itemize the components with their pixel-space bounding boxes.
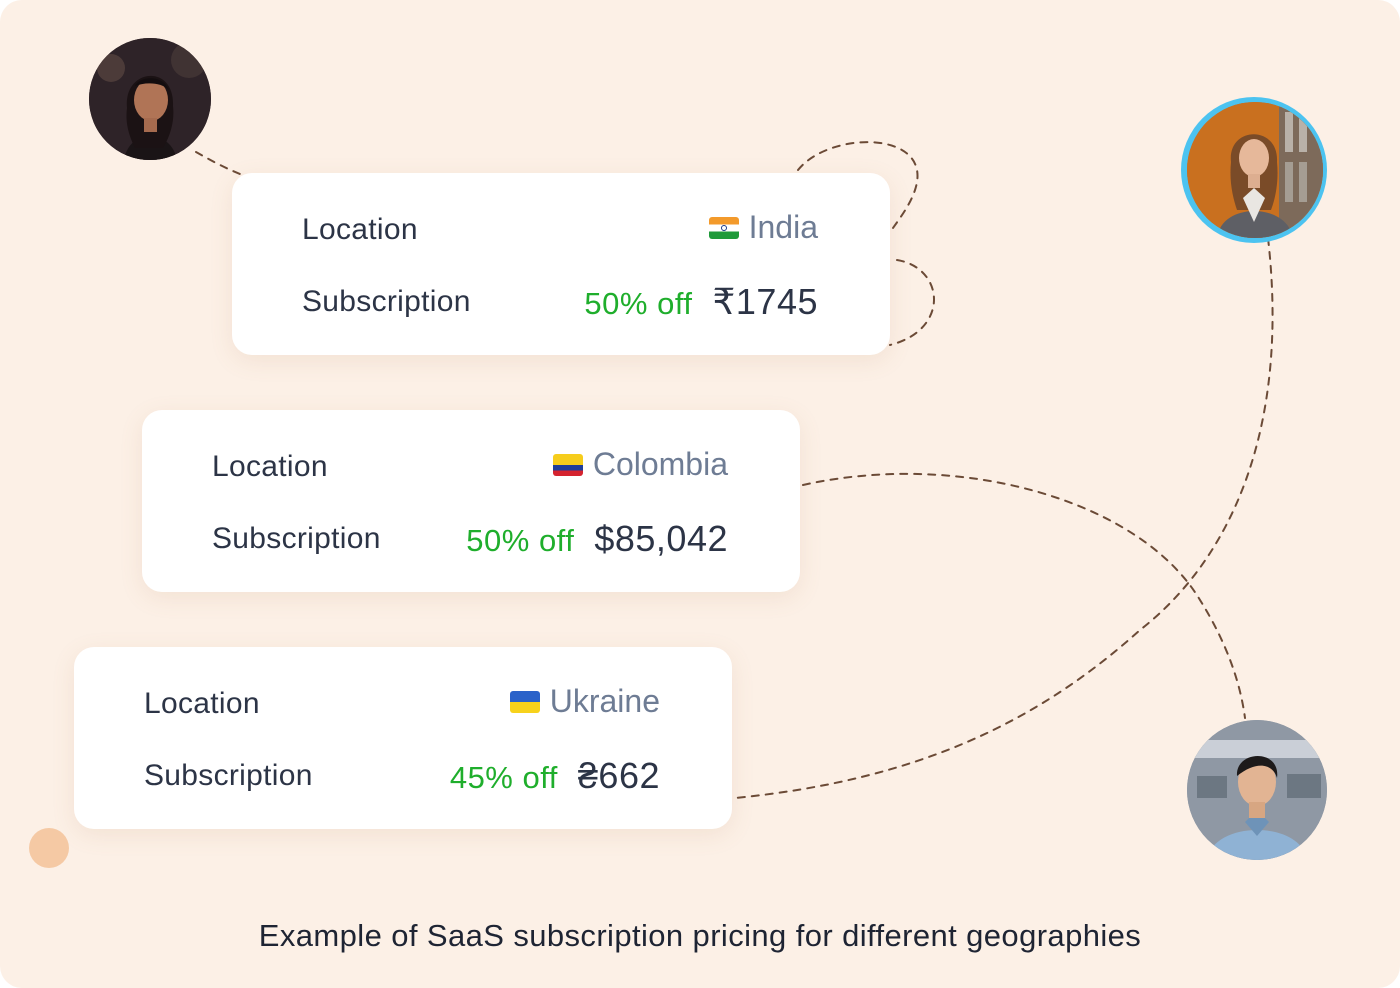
price-row: 45% off ₴662: [450, 755, 660, 797]
location-label: Location: [302, 213, 418, 246]
avatar-man-ukraine: [1187, 720, 1327, 860]
connector-india-loop-top: [797, 141, 919, 229]
country-name: Ukraine: [549, 683, 660, 719]
connector-avatar2-ukraine: [734, 237, 1274, 799]
country-ukraine: Ukraine: [509, 683, 660, 720]
price-value: $85,042: [594, 518, 728, 559]
pricing-card-india: Location Subscription India 50% off ₹174…: [232, 173, 890, 355]
subscription-label: Subscription: [212, 522, 381, 555]
discount-badge: 50% off: [584, 286, 693, 321]
avatar-woman-colombia: [1181, 97, 1327, 243]
colombia-flag-icon: [552, 453, 583, 476]
avatar-woman-india: [89, 38, 211, 160]
country-name: Colombia: [592, 446, 728, 482]
country-colombia: Colombia: [552, 446, 728, 483]
figure-caption: Example of SaaS subscription pricing for…: [258, 918, 1142, 953]
price-value: ₴662: [577, 755, 660, 796]
connector-avatar1-india: [195, 151, 241, 175]
pricing-card-ukraine: Location Subscription Ukraine 45% off ₴6…: [74, 647, 732, 829]
ukraine-flag-icon: [509, 690, 540, 713]
price-value: ₹1745: [712, 281, 818, 322]
location-label: Location: [212, 450, 328, 483]
subscription-label: Subscription: [302, 285, 471, 318]
connector-india-loop-right: [889, 259, 935, 346]
price-row: 50% off $85,042: [466, 518, 728, 560]
country-name: India: [748, 209, 818, 245]
location-label: Location: [144, 687, 260, 720]
india-flag-icon: [708, 216, 739, 239]
pricing-card-colombia: Location Subscription Colombia 50% off $…: [142, 410, 800, 592]
price-row: 50% off ₹1745: [584, 281, 818, 323]
connector-colombia-avatar3: [802, 472, 1246, 719]
discount-badge: 50% off: [466, 523, 575, 558]
discount-badge: 45% off: [449, 760, 558, 795]
decorative-dot: [29, 828, 69, 868]
subscription-label: Subscription: [144, 759, 313, 792]
country-india: India: [708, 209, 818, 246]
